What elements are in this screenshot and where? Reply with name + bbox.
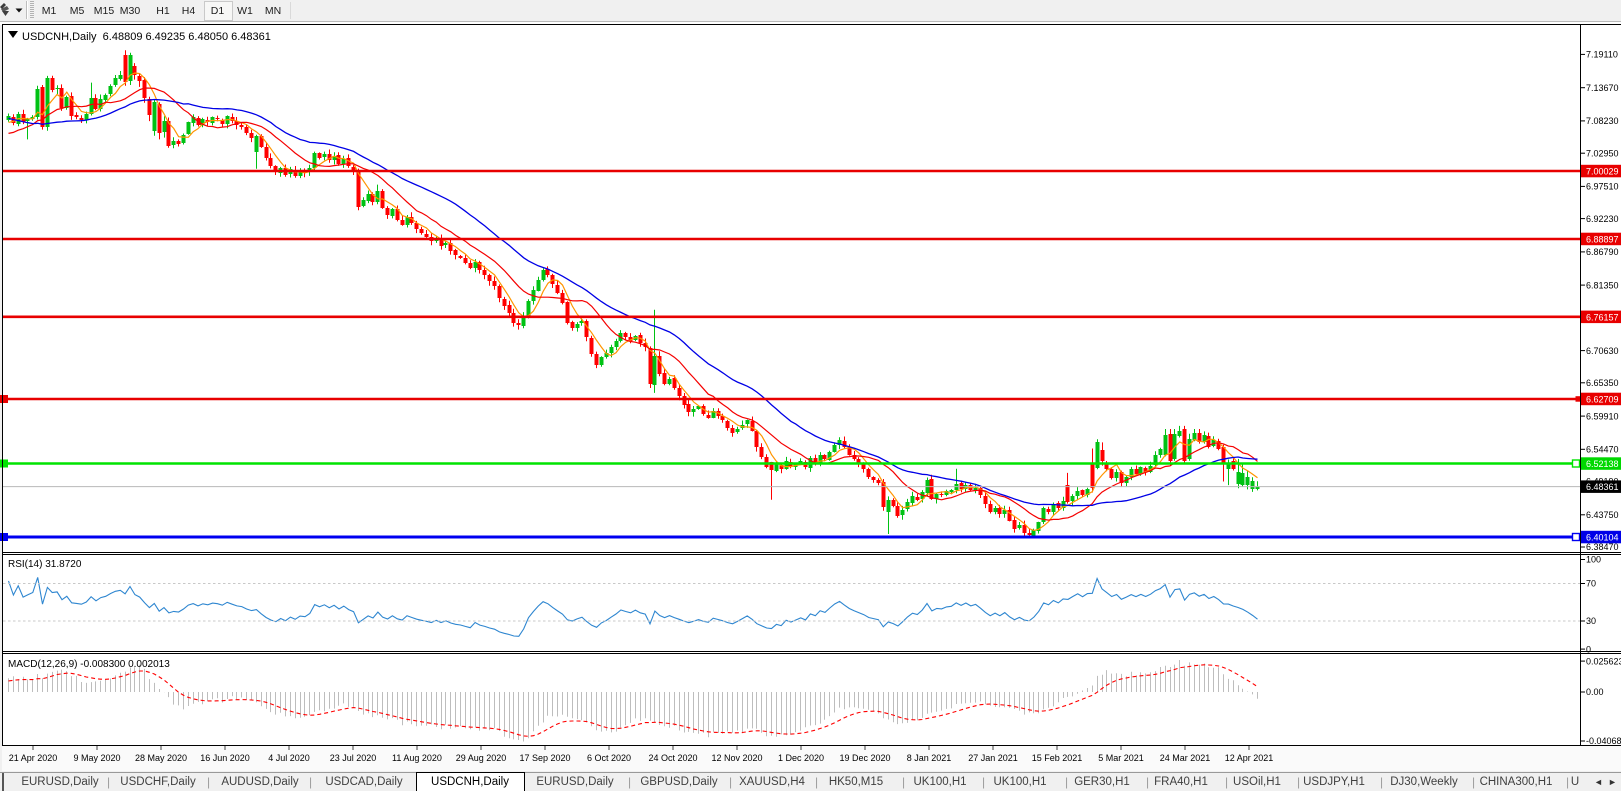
svg-text:7.02950: 7.02950 bbox=[1586, 148, 1619, 158]
svg-text:6 Oct 2020: 6 Oct 2020 bbox=[587, 753, 631, 763]
svg-text:6.62709: 6.62709 bbox=[1586, 395, 1619, 405]
svg-text:6.52138: 6.52138 bbox=[1586, 459, 1619, 469]
svg-text:9 May 2020: 9 May 2020 bbox=[73, 753, 120, 763]
svg-text:24 Mar 2021: 24 Mar 2021 bbox=[1160, 753, 1211, 763]
svg-text:0.00: 0.00 bbox=[1586, 687, 1604, 697]
svg-text:6.92230: 6.92230 bbox=[1586, 214, 1619, 224]
svg-text:7.08230: 7.08230 bbox=[1586, 116, 1619, 126]
svg-text:7.19110: 7.19110 bbox=[1586, 50, 1618, 60]
svg-text:19 Dec 2020: 19 Dec 2020 bbox=[839, 753, 890, 763]
svg-text:6.59910: 6.59910 bbox=[1586, 411, 1619, 421]
svg-text:5 Mar 2021: 5 Mar 2021 bbox=[1098, 753, 1144, 763]
svg-text:1 Dec 2020: 1 Dec 2020 bbox=[778, 753, 824, 763]
svg-text:6.65350: 6.65350 bbox=[1586, 378, 1619, 388]
svg-text:6.70630: 6.70630 bbox=[1586, 346, 1619, 356]
svg-text:7.13670: 7.13670 bbox=[1586, 83, 1619, 93]
svg-text:4 Jul 2020: 4 Jul 2020 bbox=[268, 753, 310, 763]
svg-text:6.88897: 6.88897 bbox=[1586, 235, 1619, 245]
svg-text:6.43750: 6.43750 bbox=[1586, 510, 1619, 520]
svg-text:28 May 2020: 28 May 2020 bbox=[135, 753, 187, 763]
svg-text:70: 70 bbox=[1586, 579, 1596, 589]
svg-text:USDCNH,Daily 6.48809 6.49235: USDCNH,Daily 6.48809 6.49235 6.48050 6.4… bbox=[22, 31, 271, 43]
svg-text:21 Apr 2020: 21 Apr 2020 bbox=[9, 753, 58, 763]
svg-text:6.54470: 6.54470 bbox=[1586, 445, 1619, 455]
svg-text:0.025623: 0.025623 bbox=[1586, 656, 1621, 666]
svg-text:8 Jan 2021: 8 Jan 2021 bbox=[907, 753, 952, 763]
svg-text:27 Jan 2021: 27 Jan 2021 bbox=[968, 753, 1018, 763]
svg-text:6.76157: 6.76157 bbox=[1586, 312, 1619, 322]
svg-text:6.97510: 6.97510 bbox=[1586, 182, 1619, 192]
svg-text:11 Aug 2020: 11 Aug 2020 bbox=[392, 753, 442, 763]
svg-text:6.38470: 6.38470 bbox=[1586, 542, 1619, 552]
svg-text:15 Feb 2021: 15 Feb 2021 bbox=[1032, 753, 1083, 763]
svg-text:12 Apr 2021: 12 Apr 2021 bbox=[1225, 753, 1274, 763]
svg-text:12 Nov 2020: 12 Nov 2020 bbox=[711, 753, 762, 763]
svg-text:23 Jul 2020: 23 Jul 2020 bbox=[330, 753, 377, 763]
svg-text:6.86790: 6.86790 bbox=[1586, 247, 1619, 257]
svg-text:16 Jun 2020: 16 Jun 2020 bbox=[200, 753, 250, 763]
svg-text:17 Sep 2020: 17 Sep 2020 bbox=[519, 753, 570, 763]
svg-text:RSI(14) 31.8720: RSI(14) 31.8720 bbox=[8, 559, 82, 570]
svg-text:30: 30 bbox=[1586, 616, 1596, 626]
svg-text:6.48361: 6.48361 bbox=[1586, 482, 1619, 492]
svg-text:MACD(12,26,9) -0.008300 0.0020: MACD(12,26,9) -0.008300 0.002013 bbox=[8, 659, 170, 670]
svg-text:7.00029: 7.00029 bbox=[1586, 167, 1619, 177]
svg-text:6.40104: 6.40104 bbox=[1586, 533, 1619, 543]
svg-text:100: 100 bbox=[1586, 555, 1601, 565]
svg-text:0: 0 bbox=[1586, 644, 1591, 654]
svg-text:-0.040680: -0.040680 bbox=[1586, 736, 1621, 746]
svg-text:6.81350: 6.81350 bbox=[1586, 280, 1619, 290]
svg-text:24 Oct 2020: 24 Oct 2020 bbox=[648, 753, 697, 763]
svg-text:29 Aug 2020: 29 Aug 2020 bbox=[456, 753, 507, 763]
